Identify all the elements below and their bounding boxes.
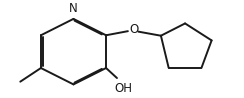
Text: OH: OH [114,82,132,95]
Text: O: O [129,23,139,36]
Text: N: N [69,2,78,15]
